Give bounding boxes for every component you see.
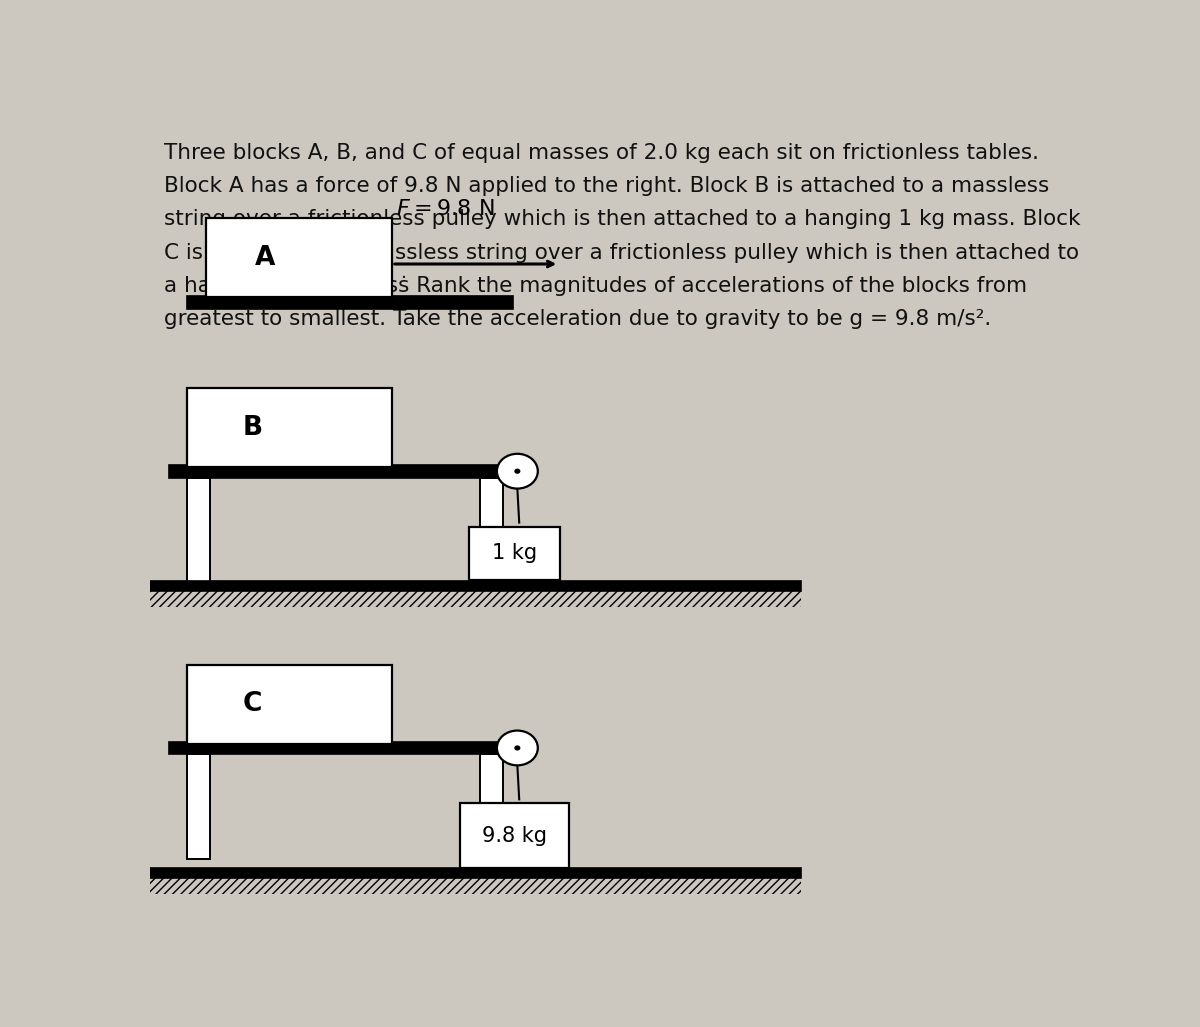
Bar xyxy=(187,754,210,859)
Text: string over a frictionless pulley which is then attached to a hanging 1 kg mass.: string over a frictionless pulley which … xyxy=(164,210,1080,229)
Text: B: B xyxy=(242,415,263,441)
Bar xyxy=(150,592,802,607)
Bar xyxy=(168,465,532,478)
Text: greatest to smallest. Take the acceleration due to gravity to be g = 9.8 m/s².: greatest to smallest. Take the accelerat… xyxy=(164,309,991,329)
Circle shape xyxy=(515,468,521,473)
Text: C is attached to a massless string over a frictionless pulley which is then atta: C is attached to a massless string over … xyxy=(164,242,1079,263)
Text: A: A xyxy=(256,244,276,271)
Circle shape xyxy=(497,454,538,489)
Text: 9.8 kg: 9.8 kg xyxy=(482,826,547,846)
Bar xyxy=(187,478,210,582)
Bar xyxy=(150,868,802,878)
Text: $\mathit{F}=9.8\ \mathrm{N}$: $\mathit{F}=9.8\ \mathrm{N}$ xyxy=(396,198,494,219)
Bar xyxy=(460,803,570,868)
Bar xyxy=(168,741,532,754)
Bar xyxy=(206,218,391,297)
Bar xyxy=(187,664,391,744)
Bar xyxy=(480,478,504,582)
Text: Three blocks A, B, and C of equal masses of 2.0 kg each sit on frictionless tabl: Three blocks A, B, and C of equal masses… xyxy=(164,143,1039,163)
Text: a hanging 9.8 kg masṡ Rank the magnitudes of accelerations of the blocks from: a hanging 9.8 kg masṡ Rank the magnitud… xyxy=(164,276,1027,296)
Circle shape xyxy=(515,746,521,751)
Bar xyxy=(187,297,512,309)
Text: C: C xyxy=(242,691,263,718)
Text: Block A has a force of 9.8 N applied to the right. Block B is attached to a mass: Block A has a force of 9.8 N applied to … xyxy=(164,177,1049,196)
Text: 1 kg: 1 kg xyxy=(492,543,538,564)
Bar xyxy=(480,754,504,859)
Circle shape xyxy=(497,730,538,765)
Bar xyxy=(187,388,391,467)
Bar xyxy=(150,878,802,895)
Bar xyxy=(150,581,802,592)
Bar xyxy=(469,527,560,580)
